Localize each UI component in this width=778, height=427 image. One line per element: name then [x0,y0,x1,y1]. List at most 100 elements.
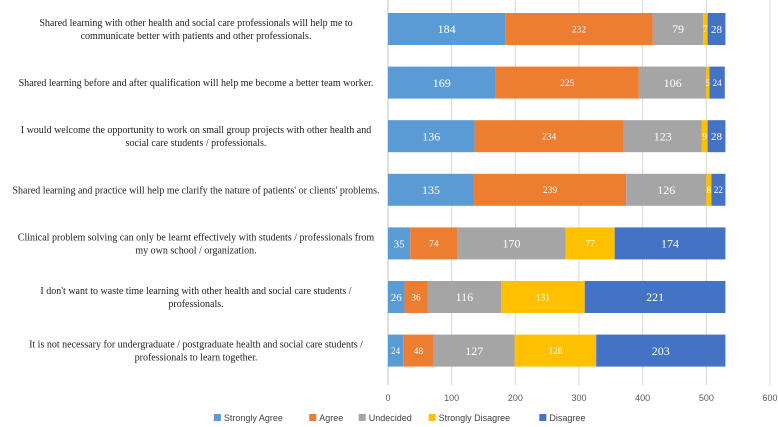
legend-label-undecided: Undecided [369,413,412,423]
data-label-2-undecided: 106 [664,76,682,90]
data-label-3-strongly-disagree: 9 [702,131,707,141]
data-label-7-strongly-agree: 24 [391,346,401,356]
legend-label-agree: Agree [319,413,343,423]
bar-4-undecided [626,173,707,206]
bar-4-disagree [711,173,726,206]
x-tick-label-400: 400 [635,393,650,403]
data-label-1-strongly-disagree: 7 [703,24,708,34]
x-tick-label-100: 100 [444,393,459,403]
data-label-3-undecided: 123 [654,129,672,143]
legend-swatch-undecided [358,414,366,421]
data-label-4-agree: 239 [543,186,558,196]
bar-2-disagree [709,66,725,99]
data-label-5-strongly-disagree: 77 [585,240,595,250]
data-label-7-undecided: 127 [465,344,483,358]
data-label-6-strongly-disagree: 131 [536,293,551,303]
data-label-7-strongly-disagree: 128 [548,347,563,357]
data-label-1-undecided: 79 [672,22,684,36]
data-label-4-undecided: 126 [657,183,675,197]
bar-5-agree [410,227,458,260]
category-label-4: Shared learning and practice will help m… [12,185,379,196]
data-label-4-strongly-agree: 135 [422,183,440,197]
bar-4-strongly-disagree [706,173,712,206]
category-label-5-line-2: my own school / organization. [135,245,256,256]
legend-label-strongly-agree: Strongly Agree [224,413,283,423]
data-label-6-disagree: 221 [646,290,664,304]
legend-swatch-disagree [539,414,547,421]
data-label-7-agree: 48 [414,347,424,357]
data-label-2-strongly-disagree: 5 [706,78,711,88]
data-label-5-undecided: 170 [503,237,521,251]
bar-2-strongly-agree [388,66,496,99]
data-label-5-agree: 74 [429,240,439,250]
bar-4-agree [473,173,627,206]
category-label-6-line-2: professionals. [168,299,223,310]
bar-6-disagree [584,281,726,313]
data-label-4-strongly-disagree: 8 [707,185,712,195]
bar-1-strongly-agree [388,13,506,45]
bar-7-undecided [433,334,515,367]
data-label-6-undecided: 116 [456,290,474,304]
data-label-2-disagree: 24 [713,78,723,88]
bar-6-undecided [427,281,502,313]
category-label-3-line-2: social care students / professionals. [126,138,267,149]
category-label-7-line-1: It is not necessary for undergraduate / … [29,340,363,351]
bar-1-strongly-disagree [703,13,708,45]
legend-label-strongly-disagree: Strongly Disagree [439,413,511,423]
data-label-7-disagree: 203 [652,344,670,358]
bar-3-strongly-agree [388,120,475,153]
x-tick-label-200: 200 [508,393,523,403]
data-label-3-agree: 234 [542,133,557,143]
data-label-1-agree: 232 [572,25,587,35]
bar-3-undecided [623,120,702,153]
category-label-6-line-1: I don't want to waste time learning with… [40,286,351,297]
data-label-1-strongly-agree: 184 [438,22,456,36]
data-label-2-strongly-agree: 169 [433,76,451,90]
bar-5-undecided [457,227,566,260]
bar-1-undecided [652,13,704,45]
category-label-1-line-2: communicate better with patients and oth… [81,31,312,42]
data-label-6-agree: 36 [411,293,421,303]
data-label-6-strongly-agree: 26 [391,292,403,304]
bar-2-agree [495,66,639,99]
data-label-3-strongly-agree: 136 [422,129,440,143]
data-label-5-disagree: 174 [661,237,679,251]
bar-7-disagree [596,334,726,367]
category-label-5-line-1: Clinical problem solving can only be lea… [18,232,375,243]
bar-7-agree [403,334,434,367]
x-tick-label-300: 300 [571,393,586,403]
category-label-3-line-1: I would welcome the opportunity to work … [21,125,371,136]
bar-5-disagree [614,227,726,260]
bar-4-strongly-agree [388,173,474,206]
data-label-3-disagree: 28 [711,131,723,143]
bar-3-strongly-disagree [701,120,708,153]
bar-7-strongly-disagree [514,334,597,367]
x-tick-label-500: 500 [699,393,714,403]
legend-label-disagree: Disagree [549,413,585,423]
bar-1-agree [505,13,653,45]
x-tick-label-0: 0 [385,393,390,403]
x-tick-label-600: 600 [762,393,777,403]
bar-7-strongly-agree [388,334,404,367]
bar-6-agree [404,281,428,313]
bar-2-undecided [638,66,707,99]
bar-3-agree [474,120,624,153]
bar-5-strongly-agree [388,227,411,260]
category-label-7-line-2: professionals to learn together. [135,353,258,364]
bar-5-strongly-disagree [565,227,615,260]
legend-swatch-agree [309,414,317,421]
legend-swatch-strongly-agree [213,414,221,421]
data-label-5-strongly-agree: 35 [394,238,406,250]
bar-3-disagree [707,120,726,153]
category-label-2: Shared learning before and after qualifi… [19,78,374,89]
bar-1-disagree [707,13,726,45]
bar-2-strongly-disagree [706,66,710,99]
category-label-1-line-1: Shared learning with other health and so… [39,18,352,29]
bar-6-strongly-agree [388,281,405,313]
bar-6-strongly-disagree [501,281,585,313]
data-label-2-agree: 225 [560,79,575,89]
legend-swatch-strongly-disagree [428,414,436,421]
data-label-4-disagree: 22 [714,185,723,195]
data-label-1-disagree: 28 [711,24,723,36]
